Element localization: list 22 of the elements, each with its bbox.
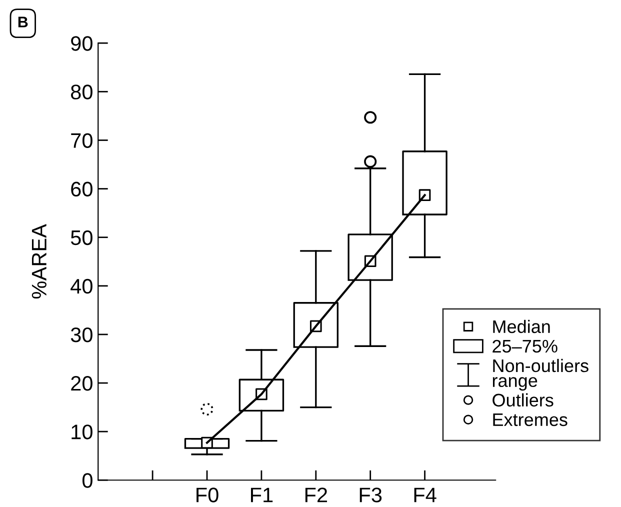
legend-label: 25–75% <box>492 340 558 353</box>
legend-label: Extremes <box>493 414 568 426</box>
y-tick-label: 0 <box>82 473 92 488</box>
y-tick-label: 40 <box>70 278 92 294</box>
text: B <box>18 16 28 28</box>
annotation: Non-outliers range <box>492 358 588 391</box>
x-tick-label: F3 <box>360 488 382 502</box>
y-tick-label: 20 <box>71 376 92 391</box>
y-tick-label: 80 <box>70 84 92 100</box>
y-tick-label: 60 <box>71 182 92 197</box>
annotation: Median <box>493 320 550 334</box>
y-axis-title: %AREA <box>32 224 46 298</box>
x-tick-label: F1 <box>251 488 273 502</box>
x-tick-label: F0 <box>196 488 218 502</box>
y-tick-label: 50 <box>70 230 92 246</box>
y-tick-label: 30 <box>70 327 92 342</box>
legend-label: Outliers <box>492 393 554 407</box>
x-tick-label: F2 <box>305 488 328 502</box>
y-tick-label: 70 <box>71 133 92 148</box>
x-tick-label: F4 <box>414 488 436 502</box>
y-tick-label: 90 <box>71 36 92 51</box>
y-tick-label: 10 <box>72 424 92 440</box>
